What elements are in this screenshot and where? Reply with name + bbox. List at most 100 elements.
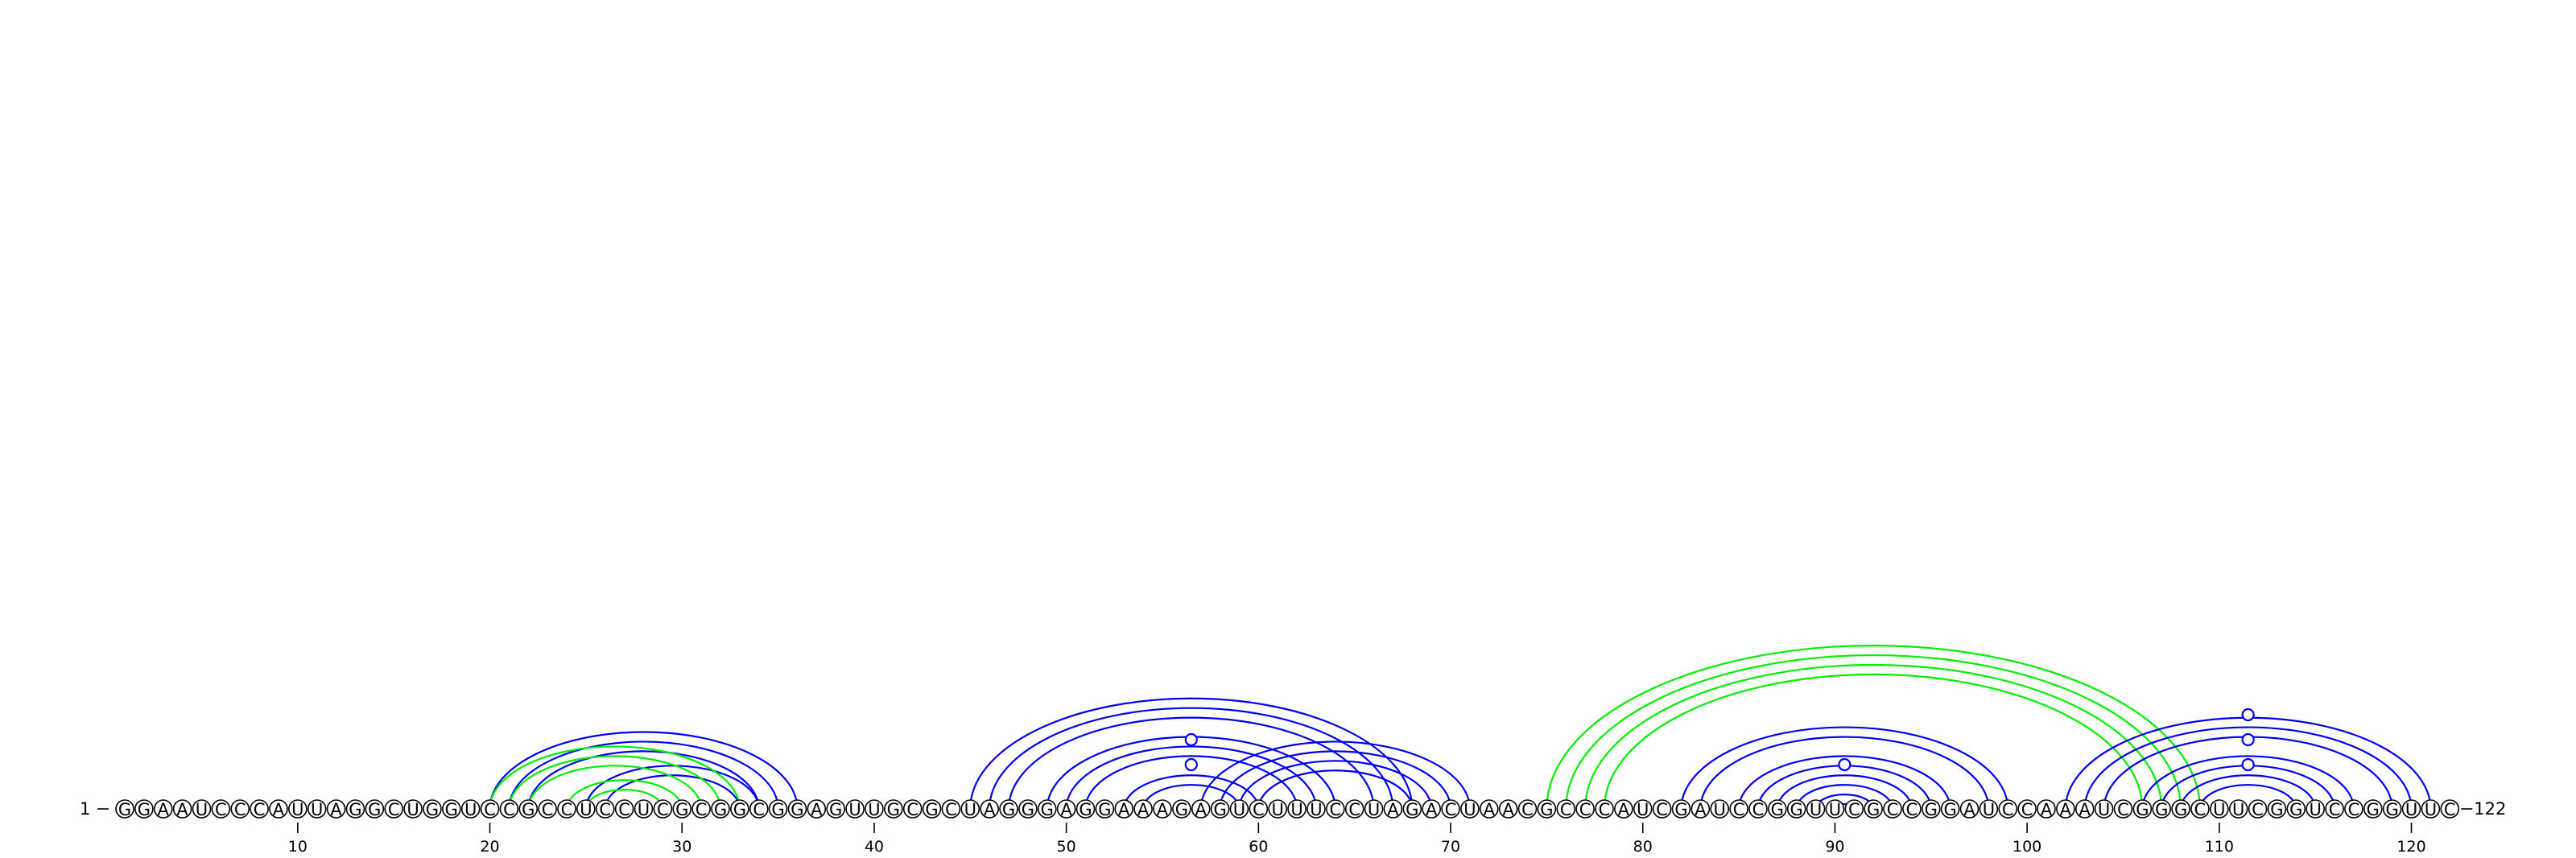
nucleotide-circle [941, 799, 961, 819]
nucleotide-letter: U [1463, 800, 1476, 819]
nucleotide-circle [1844, 799, 1864, 819]
nucleotide-circle [2440, 799, 2460, 819]
base-pair-arc [1065, 745, 1318, 810]
nucleotide-circle [1998, 799, 2018, 819]
nucleotide-letter: G [887, 800, 900, 819]
nucleotide-letter: G [1002, 800, 1015, 819]
nucleotide-letter: C [2002, 800, 2014, 819]
nucleotide-circle [1806, 799, 1826, 819]
nucleotide-letter: G [791, 800, 803, 819]
nucleotide-letter: U [1272, 800, 1284, 819]
loop-marker [1838, 757, 1852, 772]
nucleotide-circle [1268, 799, 1287, 819]
nucleotide-letter: A [2041, 800, 2053, 819]
nucleotide-letter: C [1906, 800, 1918, 819]
nucleotide-circle [1556, 799, 1576, 819]
nucleotide-circle [518, 799, 539, 819]
nucleotide-circle [1537, 799, 1557, 819]
nucleotide-letter: C [561, 800, 573, 819]
nucleotide-circle [1921, 799, 1941, 819]
nucleotide-circle [2267, 799, 2287, 819]
nucleotide-circle [1037, 799, 1057, 819]
nucleotide-circle [403, 799, 423, 819]
nucleotide-circle [691, 799, 711, 819]
base-pair-arc [1257, 769, 1414, 810]
base-pair-arc [1795, 784, 1894, 810]
nucleotide-circle [1229, 799, 1249, 819]
nucleotide-circle [1959, 799, 1979, 819]
nucleotide-letter: U [2213, 800, 2225, 819]
nucleotide-letter: C [503, 800, 515, 819]
nucleotide-letter: A [1695, 800, 1707, 819]
nucleotide-circle [999, 799, 1018, 819]
nucleotide-circle [749, 799, 769, 819]
nucleotide-letter: C [1656, 800, 1668, 819]
nucleotide-letter: C [1733, 800, 1745, 819]
nucleotide-circle [2074, 799, 2095, 819]
nucleotide-letter: U [1310, 800, 1322, 819]
base-pair-arc [1603, 673, 2144, 810]
tick-label: 120 [2396, 838, 2425, 856]
tick-label: 100 [2013, 838, 2041, 856]
nucleotide-letter: U [2232, 800, 2244, 819]
base-pair-arc [1219, 750, 1452, 810]
nucleotide-circle [576, 799, 596, 819]
nucleotide-letter: U [580, 800, 592, 819]
nucleotide-letter: C [542, 800, 554, 819]
nucleotide-circle [288, 799, 308, 819]
base-pair-arc [527, 750, 760, 810]
sequence-backbone: 1 122 [80, 799, 2506, 819]
nucleotide-letter: U [1368, 800, 1380, 819]
tick-label: 60 [1249, 838, 1268, 856]
tick-label: 70 [1441, 838, 1460, 856]
nucleotide-circle [2017, 799, 2037, 819]
base-pair-arc [1199, 740, 1471, 810]
base-pair-arc [1584, 663, 2163, 810]
nucleotide-circle [1517, 799, 1538, 819]
nucleotide-circle [826, 799, 845, 819]
nucleotide-letter: A [1118, 800, 1130, 819]
nucleotide-letter: G [771, 800, 784, 819]
nucleotide-letter: G [426, 800, 439, 819]
tick-label: 20 [480, 838, 499, 856]
nucleotide-circle [960, 799, 980, 819]
nucleotide-letter: U [1714, 800, 1726, 819]
nucleotide-circle [1575, 799, 1595, 819]
nucleotide-circle [845, 799, 865, 819]
nucleotide-circle [1652, 799, 1672, 819]
nucleotide-letter: U [964, 800, 976, 819]
nucleotide-letter: U [291, 800, 303, 819]
nucleotide-letter: C [1887, 800, 1899, 819]
nucleotide-letter: U [196, 800, 208, 819]
nucleotide-letter: G [714, 800, 727, 819]
nucleotide-letter: C [696, 800, 708, 819]
nucleotide-circle [192, 799, 212, 819]
nucleotide-letter: U [1233, 800, 1245, 819]
nucleotide-letter: U [2405, 800, 2417, 819]
nucleotide-circle [595, 799, 615, 819]
nucleotide-circle [1210, 799, 1230, 819]
nucleotide-circle [1729, 799, 1748, 819]
base-pair-arcs [489, 645, 2432, 810]
nucleotide-letter: G [368, 800, 381, 819]
nucleotide-circle [1479, 799, 1499, 819]
nucleotide-letter: C [2021, 800, 2033, 819]
nucleotide-letter: A [158, 800, 170, 819]
nucleotide-letter: A [330, 800, 342, 819]
nucleotide-circle [1114, 799, 1134, 819]
tick-label: 10 [288, 838, 308, 856]
base-pair-arc [1699, 736, 1990, 810]
nucleotide-circle [787, 799, 807, 819]
base-pair-arc [1776, 774, 1913, 810]
nucleotide-letter: C [254, 800, 266, 819]
nucleotide-circle [653, 799, 673, 819]
nucleotide-letter: U [1983, 800, 1995, 819]
nucleotide-letter: U [311, 800, 323, 819]
nucleotide-circle [2056, 799, 2075, 819]
nucleotide-letter: G [1944, 800, 1957, 819]
nucleotide-circle [2306, 799, 2325, 819]
base-pair-arc [2141, 755, 2355, 810]
nucleotide-letter: G [1098, 800, 1111, 819]
nucleotide-circle [1326, 799, 1345, 819]
nucleotide-circle [230, 799, 250, 819]
